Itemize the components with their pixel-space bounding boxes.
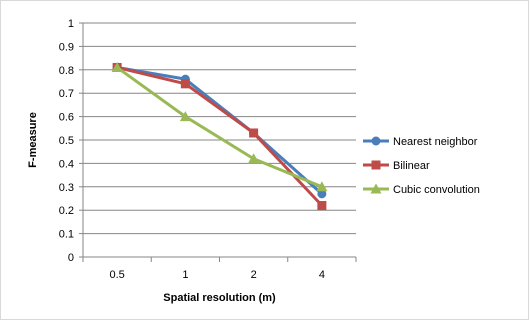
series-group xyxy=(111,61,328,211)
y-tick-label: 0.6 xyxy=(59,112,74,124)
legend-label-2: Cubic convolution xyxy=(393,184,480,196)
data-point-1-2 xyxy=(249,128,259,138)
legend-label-0: Nearest neighbor xyxy=(393,136,478,148)
gridlines xyxy=(83,22,356,258)
data-point-1-3 xyxy=(317,201,327,211)
legend-marker-0 xyxy=(371,136,381,146)
y-tick-label: 0.2 xyxy=(59,205,74,217)
y-tick-label: 0.9 xyxy=(59,41,74,53)
x-tick-label: 4 xyxy=(319,269,325,281)
series-line-0 xyxy=(116,65,323,195)
data-point-2-2 xyxy=(248,153,260,164)
y-tick-label: 0.7 xyxy=(59,88,74,100)
x-axis-title: Spatial resolution (m) xyxy=(163,292,276,304)
legend-marker-2 xyxy=(370,183,382,194)
axes: 0 0.1 0.2 0.3 0.4 0.5 0.6 0.7 0.8 0.9 1 0.5 1 2 4 xyxy=(59,18,357,281)
y-tick-label: 1 xyxy=(68,18,74,30)
data-point-2-0 xyxy=(111,61,123,72)
legend: Nearest neighbor Bilinear Cubic convolutio… xyxy=(363,136,480,196)
data-point-2-1 xyxy=(179,111,191,122)
data-point-1-1 xyxy=(180,79,190,89)
y-tick-label: 0.1 xyxy=(59,229,74,241)
series-line-2 xyxy=(116,66,323,189)
legend-label-1: Bilinear xyxy=(393,160,430,172)
data-point-0-3 xyxy=(317,189,327,199)
data-point-2-3 xyxy=(316,181,328,192)
y-tick-label: 0.3 xyxy=(59,182,74,194)
legend-marker-1 xyxy=(371,160,381,170)
y-axis-title: F-measure xyxy=(27,112,39,168)
y-tick-label: 0.4 xyxy=(59,158,74,170)
series-line-1 xyxy=(116,66,323,207)
y-tick-label: 0 xyxy=(68,252,74,264)
y-tick-label: 0.5 xyxy=(59,135,74,147)
x-tick-label: 2 xyxy=(251,269,257,281)
x-tick-label: 1 xyxy=(182,269,188,281)
x-tick-label: 0.5 xyxy=(109,269,124,281)
y-tick-label: 0.8 xyxy=(59,65,74,77)
